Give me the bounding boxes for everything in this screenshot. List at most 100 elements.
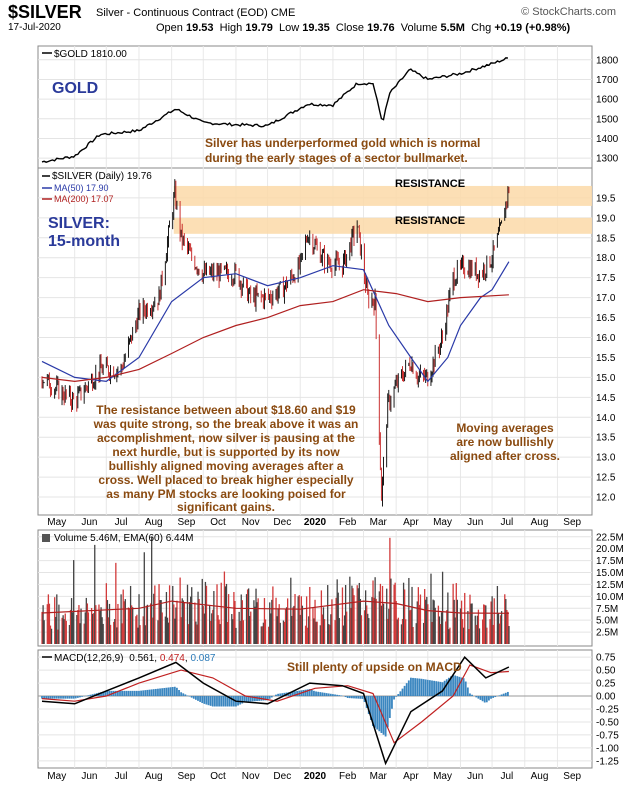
note-left-line: as many PM stocks are looking poised for <box>106 487 346 501</box>
volume-bar <box>471 603 473 644</box>
macd-hist-bar <box>148 689 151 697</box>
volume-bar <box>117 603 119 644</box>
x-tick-label: May <box>433 771 452 782</box>
x-tick-label: Nov <box>242 771 260 782</box>
macd-legend: MACD(12,26,9) 0.561, 0.474, 0.087 <box>42 653 216 664</box>
macd-hist-bar <box>437 681 440 697</box>
volume-bar <box>239 620 241 644</box>
y-tick-label: 14.0 <box>596 413 616 424</box>
x-tick-label: Oct <box>210 517 226 528</box>
macd-hist-bar <box>161 688 164 697</box>
volume-bar <box>412 626 414 644</box>
volume-bar <box>146 604 149 644</box>
macd-hist-bar <box>323 692 326 697</box>
volume-bar <box>393 584 395 644</box>
y-tick-label: 20.0M <box>596 544 624 555</box>
macd-hist-bar <box>460 677 463 697</box>
volume-bar <box>374 577 376 644</box>
macd-hist-bar <box>72 696 75 699</box>
volume-bar <box>483 604 485 644</box>
volume-bar <box>400 624 403 644</box>
x-tick-label: Dec <box>273 771 291 782</box>
volume-value: 5.5M <box>440 22 465 34</box>
macd-hist-bar <box>407 680 410 697</box>
volume-bar <box>284 609 287 644</box>
macd-hist-bar <box>367 696 370 714</box>
volume-bar <box>357 588 359 644</box>
svg-text:MACD(12,26,9) 0.561,: MACD(12,26,9) 0.561, 0.474, 0.087 <box>54 653 216 664</box>
volume-bar <box>349 576 351 644</box>
volume-bar <box>234 600 236 644</box>
volume-bar <box>405 619 407 644</box>
volume-ema-line <box>41 600 509 614</box>
volume-bar <box>183 602 185 644</box>
macd-hist-bar <box>180 692 183 697</box>
volume-bar <box>417 587 419 644</box>
x-tick-label: Apr <box>403 771 419 782</box>
volume-bar <box>186 584 189 644</box>
macd-hist-bar <box>197 696 199 701</box>
volume-bar <box>122 589 124 644</box>
y-tick-label: 17.0 <box>596 293 616 304</box>
macd-hist-bar <box>55 696 58 699</box>
y-tick-label: 18.0 <box>596 253 616 264</box>
x-tick-label: Jun <box>81 517 97 528</box>
macd-hist-bar <box>102 691 105 697</box>
macd-hist-bar <box>62 696 64 699</box>
macd-hist-bar <box>500 694 503 697</box>
macd-hist-bar <box>121 690 124 697</box>
volume-bar <box>299 614 301 644</box>
macd-hist-bar <box>447 677 450 697</box>
macd-hist-bar <box>138 690 140 697</box>
volume-bar <box>231 614 233 644</box>
macd-hist-bar <box>450 676 452 697</box>
silver-legend-price: $SILVER (Daily) 19.76 <box>52 171 152 182</box>
volume-bar <box>48 603 51 644</box>
volume-bar <box>389 537 391 644</box>
volume-bar <box>368 618 370 644</box>
macd-hist-bar <box>266 696 269 701</box>
macd-note: Still plenty of upside on MACD <box>287 660 462 674</box>
macd-hist-bar <box>209 696 212 706</box>
macd-hist-bar <box>494 696 497 698</box>
x-tick-label: Jun <box>467 517 483 528</box>
volume-bar <box>294 594 296 644</box>
macd-signal-value: 0.474 <box>160 653 185 664</box>
volume-bar <box>507 611 509 644</box>
macd-hist-bar <box>485 696 488 703</box>
volume-bar <box>290 577 292 644</box>
y-tick-label: -0.50 <box>596 717 619 728</box>
macd-hist-bar <box>243 696 246 703</box>
macd-hist-bar <box>296 690 298 697</box>
volume-bar <box>173 604 175 644</box>
silver-title-line2: 15-month <box>48 233 120 250</box>
volume-bar <box>201 578 203 644</box>
macd-hist-bar <box>104 691 107 697</box>
macd-hist-bar <box>239 696 242 705</box>
macd-hist-bar <box>410 677 412 697</box>
macd-hist-bar <box>283 692 286 697</box>
high-value: 19.79 <box>245 22 273 34</box>
volume-bar <box>219 624 221 644</box>
silver-note-left: The resistance between about $18.60 and … <box>93 403 359 514</box>
volume-bar <box>506 609 508 644</box>
macd-hist-bar <box>321 692 324 697</box>
volume-bar <box>316 621 318 644</box>
volume-bar <box>78 605 80 644</box>
macd-hist-bar <box>317 691 320 697</box>
y-tick-label: 0.50 <box>596 666 616 677</box>
x-tick-label: Apr <box>403 517 419 528</box>
volume-bar <box>282 620 285 644</box>
volume-bar <box>497 613 500 644</box>
macd-hist-bar <box>152 689 155 697</box>
macd-hist-bar <box>150 689 153 697</box>
volume-bar <box>86 603 89 644</box>
macd-hist-bar <box>222 696 225 707</box>
x-tick-label: Oct <box>210 771 226 782</box>
volume-bar <box>187 624 190 644</box>
volume-bar <box>278 604 280 644</box>
macd-hist-bar <box>346 696 349 698</box>
volume-bar <box>43 620 45 644</box>
source-logo[interactable]: © StockCharts.com <box>521 6 616 18</box>
